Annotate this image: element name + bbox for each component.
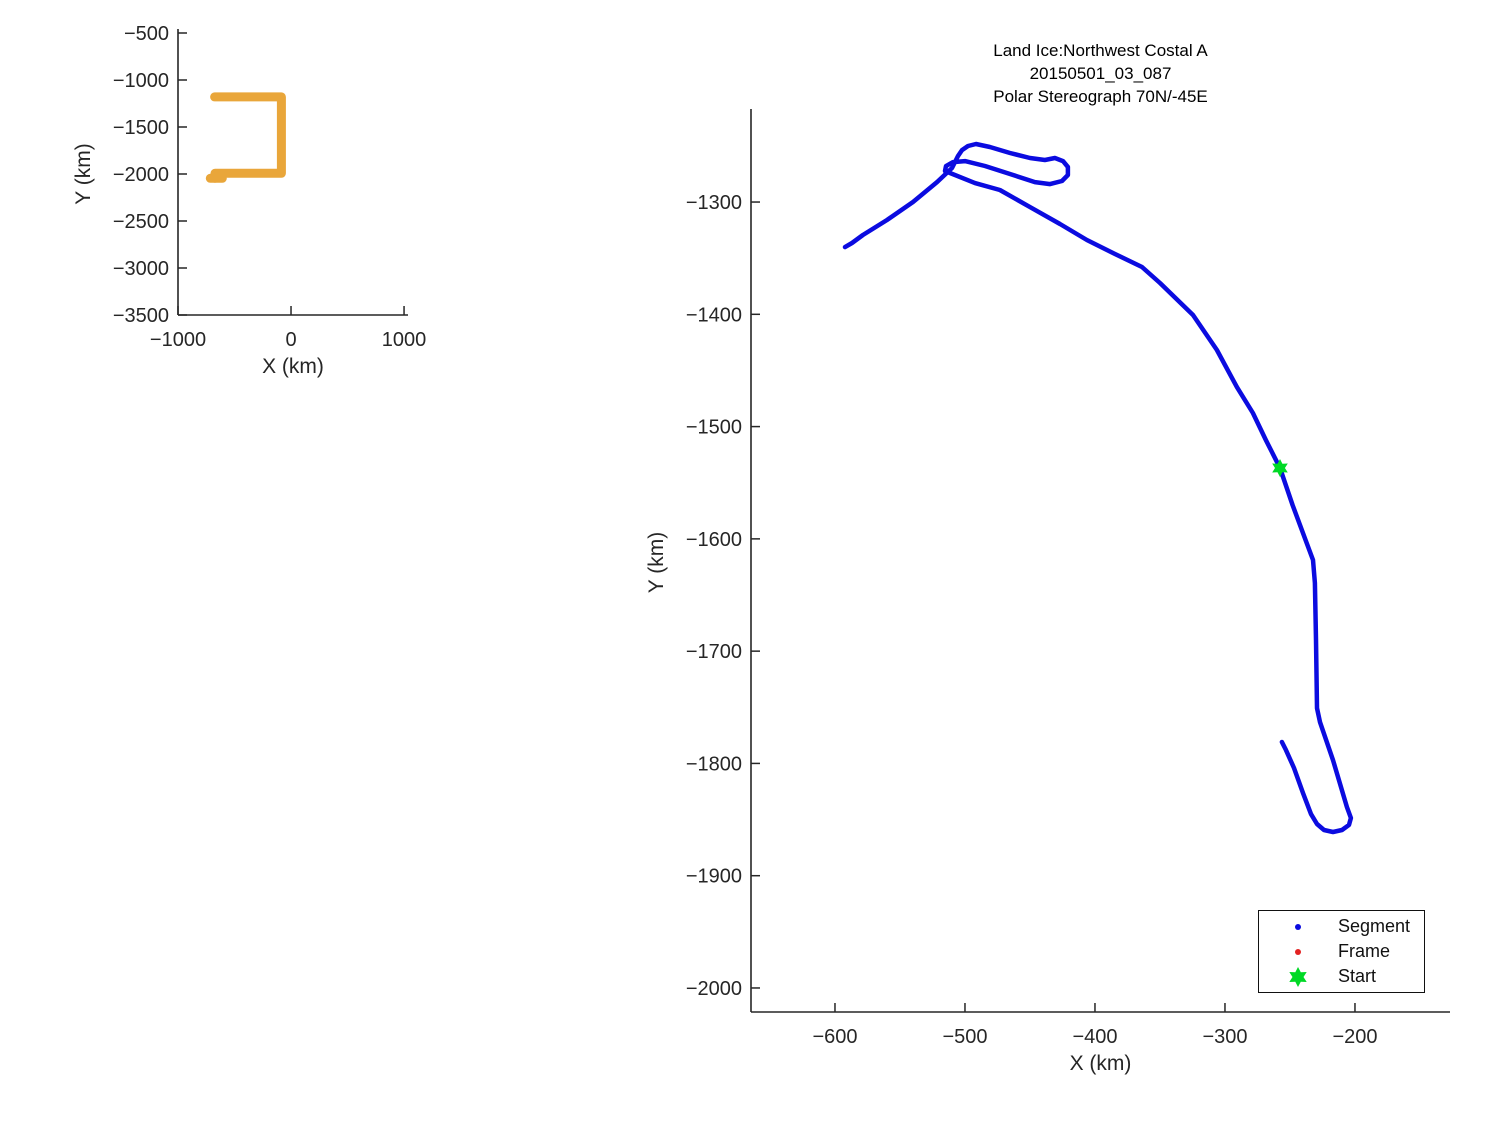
svg-text:−1900: −1900 [686,866,742,888]
legend: Segment Frame Start [1258,910,1425,993]
svg-text:X (km): X (km) [262,355,324,378]
start-star-icon [1289,966,1307,987]
svg-text:−1500: −1500 [113,117,169,139]
main-plot-title: Land Ice:Northwest Costal A 20150501_03_… [751,39,1450,108]
svg-text:Y (km): Y (km) [645,532,668,593]
inset-plot: −1000 0 1000 −500 −1000 −1500 −2000 −2500 −3000 −… [72,23,426,378]
svg-text:−500: −500 [942,1026,987,1048]
svg-text:0: 0 [285,329,296,351]
svg-text:−600: −600 [812,1026,857,1048]
svg-text:−200: −200 [1332,1026,1377,1048]
svg-text:1000: 1000 [382,329,427,351]
svg-text:−2500: −2500 [113,211,169,233]
svg-text:−1400: −1400 [686,304,742,326]
main-plot: −600 −500 −400 −300 −200 −1300 −1400 −1500 −1600… [645,109,1450,1075]
frame-dot-icon [1295,948,1301,955]
svg-text:−1600: −1600 [686,529,742,551]
svg-text:−2000: −2000 [686,978,742,1000]
svg-text:−3500: −3500 [113,305,169,327]
svg-text:−300: −300 [1202,1026,1247,1048]
segment-dot-icon [1295,923,1301,930]
svg-text:X (km): X (km) [1070,1052,1132,1075]
svg-text:−1800: −1800 [686,753,742,775]
svg-text:−400: −400 [1072,1026,1117,1048]
svg-text:−500: −500 [124,23,169,45]
title-line-1: Land Ice:Northwest Costal A [993,41,1208,60]
legend-item-segment: Segment [1259,914,1424,939]
legend-item-start: Start [1259,964,1424,989]
svg-text:−3000: −3000 [113,258,169,280]
svg-text:−1000: −1000 [150,329,206,351]
svg-text:−1000: −1000 [113,70,169,92]
svg-text:Y (km): Y (km) [72,143,95,204]
title-line-3: Polar Stereograph 70N/-45E [993,87,1208,106]
legend-label-frame: Frame [1338,941,1391,961]
legend-label-segment: Segment [1338,916,1411,936]
svg-text:−1700: −1700 [686,641,742,663]
legend-item-frame: Frame [1259,939,1424,964]
legend-label-start: Start [1338,966,1377,986]
svg-text:−1500: −1500 [686,417,742,439]
svg-text:−2000: −2000 [113,164,169,186]
title-line-2: 20150501_03_087 [1029,64,1172,83]
svg-text:−1300: −1300 [686,192,742,214]
